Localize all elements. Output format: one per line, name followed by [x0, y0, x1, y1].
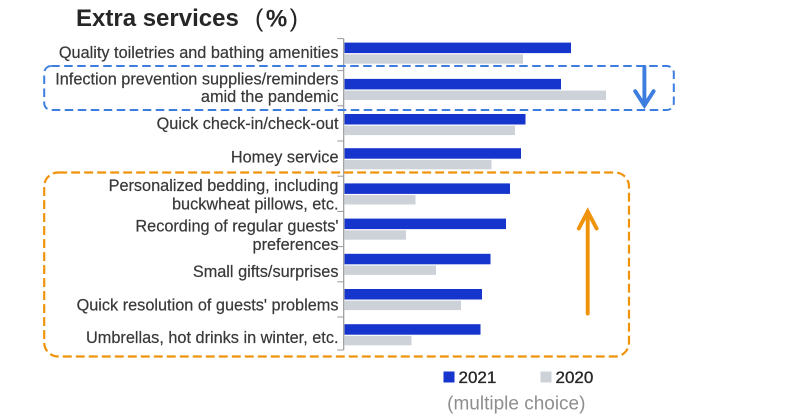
svg-text:2020: 2020: [556, 368, 594, 387]
svg-text:(%): (%): [255, 4, 301, 32]
svg-text:2021: 2021: [459, 368, 497, 387]
svg-text:Extra services: Extra services: [76, 5, 239, 32]
svg-text:amid the pandemic: amid the pandemic: [201, 88, 339, 106]
svg-text:Umbrellas, hot drinks in winte: Umbrellas, hot drinks in winter, etc.: [86, 329, 338, 347]
svg-text:buckwheat pillows, etc.: buckwheat pillows, etc.: [172, 196, 339, 214]
svg-text:Recording of regular guests': Recording of regular guests': [135, 217, 338, 235]
svg-text:Homey service: Homey service: [231, 148, 339, 166]
svg-text:Small gifts/surprises: Small gifts/surprises: [193, 263, 339, 281]
svg-text:Quick check-in/check-out: Quick check-in/check-out: [157, 115, 339, 133]
svg-text:Quality toiletries and bathing: Quality toiletries and bathing amenities: [59, 44, 339, 62]
svg-text:preferences: preferences: [253, 236, 339, 254]
svg-text:Infection prevention supplies/: Infection prevention supplies/reminders: [55, 70, 338, 88]
svg-text:Personalized bedding, includin: Personalized bedding, including: [109, 177, 339, 195]
svg-text:Quick resolution of guests' pr: Quick resolution of guests' problems: [77, 297, 339, 315]
svg-text:(multiple choice): (multiple choice): [447, 393, 585, 414]
